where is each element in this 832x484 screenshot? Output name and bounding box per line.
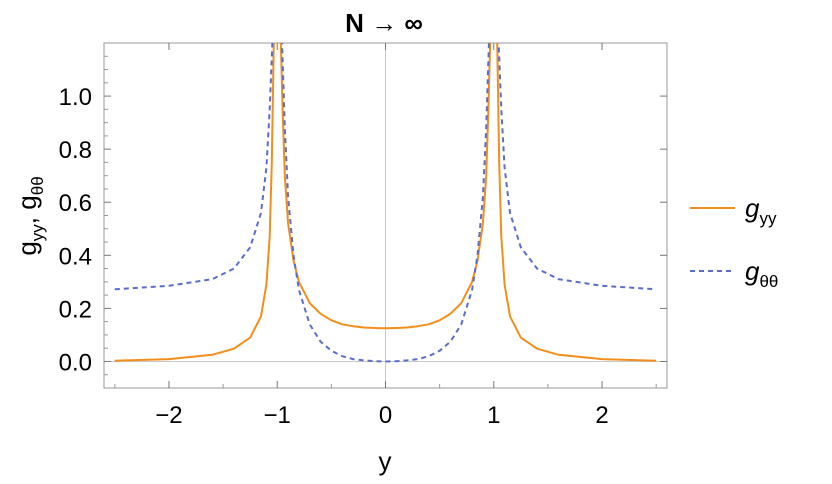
series-layer — [114, 43, 657, 363]
x-tick-label: 2 — [595, 402, 608, 429]
series-line-gyy — [114, 43, 657, 362]
y-tick-label: 0.4 — [59, 243, 92, 270]
y-tick-label: 0.8 — [59, 137, 92, 164]
y-label-sub-1: yy — [28, 224, 47, 242]
x-tick-label: 0 — [379, 402, 392, 429]
y-label-main-1: g — [12, 241, 42, 255]
y-tick-label: 1.0 — [59, 84, 92, 111]
y-tick-label: 0.6 — [59, 190, 92, 217]
y-label-sub-2: θθ — [28, 176, 47, 195]
x-tick-label: 1 — [487, 402, 500, 429]
y-tick-label: 0.0 — [59, 349, 92, 376]
x-tick-label: −1 — [264, 402, 291, 429]
legend-gtt-sub: θθ — [759, 272, 778, 291]
series-line-gtt — [114, 43, 657, 363]
legend-gyy-sub: yy — [759, 209, 777, 228]
legend-label-gyy: gyy — [745, 193, 777, 228]
axis-ticks: −2 −1 0 1 2 0.0 0.2 0.4 0.6 0.8 1.0 — [59, 43, 667, 429]
legend-gtt-main: g — [745, 256, 760, 286]
zero-lines — [104, 43, 667, 388]
y-tick-label: 0.2 — [59, 296, 92, 323]
y-label-separator: , — [12, 210, 42, 224]
y-label-main-2: g — [12, 195, 42, 209]
x-axis-label: y — [379, 446, 392, 476]
legend-label-gtt: gθθ — [745, 256, 778, 291]
y-axis-label: gyy, gθθ — [12, 176, 47, 255]
legend: gyy gθθ — [690, 193, 778, 291]
x-tick-label: −2 — [155, 402, 182, 429]
legend-gyy-main: g — [745, 193, 760, 223]
chart-title: N → ∞ — [345, 8, 423, 38]
